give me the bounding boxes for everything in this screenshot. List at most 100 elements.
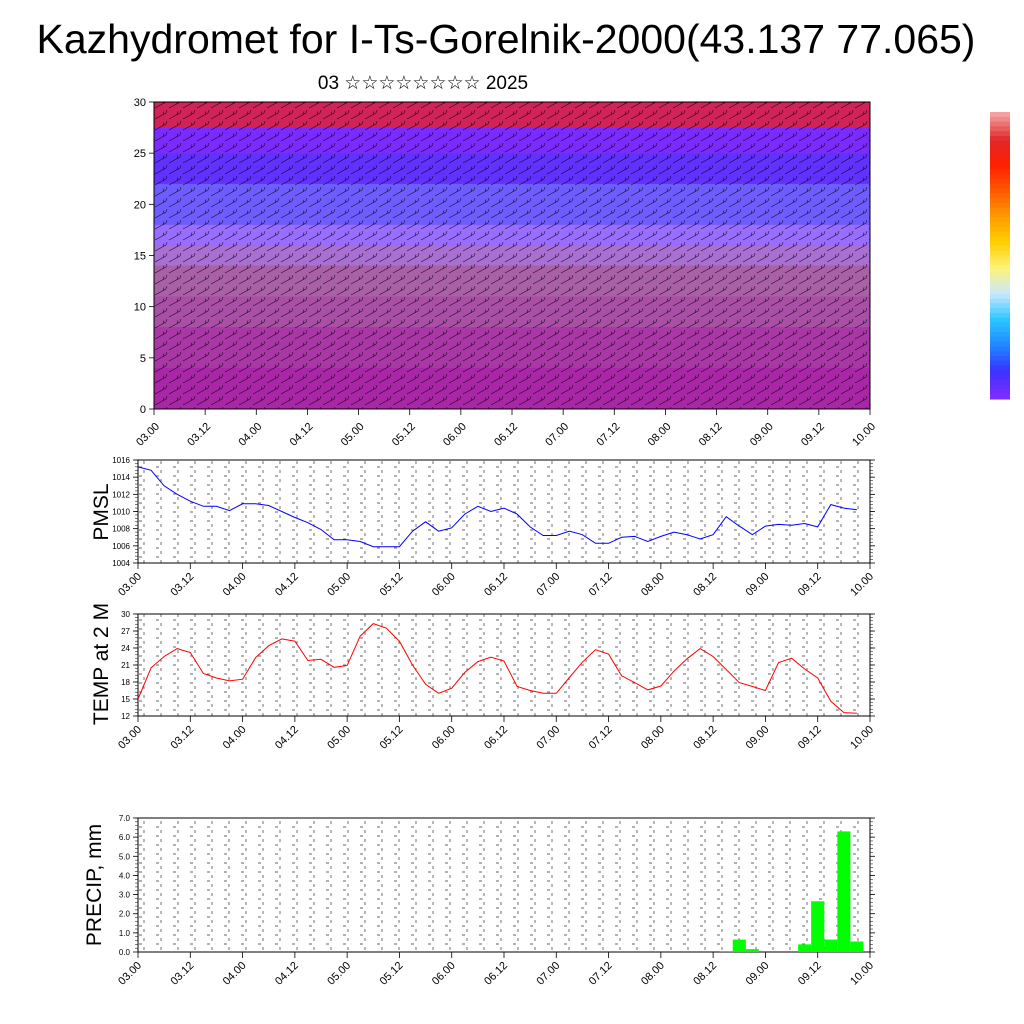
x-tick-label: 06.00 — [430, 724, 458, 752]
colorbar-swatch — [990, 222, 1010, 228]
colorbar-swatch — [990, 140, 1010, 146]
colorbar-swatch — [990, 174, 1010, 180]
colorbar-swatch — [990, 150, 1010, 156]
colorbar-swatch — [990, 317, 1010, 323]
x-tick-label: 04.12 — [288, 421, 316, 449]
grid-pattern — [138, 818, 870, 952]
y-tick-label: 20 — [134, 199, 146, 211]
precip-panel: 03.00 03.12 04.00 04.12 05.00 05.12 06.00 06.12… — [116, 814, 876, 988]
colorbar-swatch — [990, 279, 1010, 285]
y-tick-label: 1.0 — [119, 929, 131, 938]
y-tick-label: 25 — [134, 148, 146, 160]
x-tick-label: 08.00 — [646, 421, 674, 449]
precip-bar — [745, 949, 759, 952]
x-tick-label: 06.12 — [482, 571, 510, 599]
colorbar-swatch — [990, 365, 1010, 371]
colorbar-swatch — [990, 193, 1010, 199]
colorbar-swatch — [990, 351, 1010, 357]
x-tick-label: 10.00 — [850, 421, 878, 449]
colorbar-swatch — [990, 394, 1010, 400]
colorbar-swatch — [990, 293, 1010, 300]
x-tick-label: 03.00 — [116, 571, 144, 599]
x-tick-label: 08.00 — [639, 960, 667, 988]
x-tick-label: 10.00 — [848, 960, 876, 988]
x-tick-label: 09.12 — [796, 960, 824, 988]
x-tick-label: 07.00 — [534, 724, 562, 752]
colorbar-swatch — [990, 217, 1010, 223]
x-tick-label: 08.00 — [639, 724, 667, 752]
pmsl-series-line — [137, 466, 857, 548]
colorbar-swatch — [990, 112, 1010, 118]
x-tick-label: 10.00 — [848, 724, 876, 752]
colorbar-swatch — [990, 375, 1010, 381]
precip-bar — [811, 901, 825, 952]
y-tick-label: 21 — [121, 661, 130, 670]
y-tick-label: 5.0 — [119, 852, 131, 861]
y-tick-label: 30 — [134, 97, 146, 109]
y-tick-label: 1014 — [112, 473, 130, 482]
x-tick-label: 04.00 — [236, 421, 264, 449]
colorbar-swatch — [990, 346, 1010, 352]
colorbar-swatch — [990, 126, 1010, 132]
x-tick-label: 04.12 — [273, 960, 301, 988]
x-tick-label: 06.12 — [482, 724, 510, 752]
colorbar-swatch — [990, 288, 1010, 295]
colorbar-swatch — [990, 169, 1010, 175]
colorbar-swatch — [990, 327, 1010, 333]
colorbar-swatch — [990, 298, 1010, 304]
y-tick-label: 1010 — [112, 508, 130, 517]
colorbar-swatch — [990, 265, 1010, 271]
x-tick-label: 09.12 — [799, 421, 827, 449]
x-tick-label: 04.00 — [221, 571, 249, 599]
colorbar-swatch — [990, 159, 1010, 166]
x-tick-label: 03.12 — [185, 421, 213, 449]
x-tick-label: 05.00 — [325, 960, 353, 988]
precip-axis-label: PRECIP, mm — [83, 824, 106, 946]
colorbar-swatch — [990, 355, 1010, 362]
x-tick-label: 06.00 — [430, 571, 458, 599]
colorbar-swatch — [990, 389, 1010, 395]
y-tick-label: 24 — [121, 644, 130, 653]
colorbar-swatch — [990, 250, 1010, 256]
page-title: Kazhydromet for I-Ts-Gorelnik-2000(43.13… — [36, 16, 976, 62]
wind-barbs — [154, 102, 870, 409]
x-tick-label: 03.00 — [116, 724, 144, 752]
colorbar-swatch — [990, 332, 1010, 338]
x-tick-label: 05.12 — [378, 571, 406, 599]
colorbar-swatch — [990, 241, 1010, 247]
x-tick-label: 05.12 — [390, 421, 418, 449]
colorbar-swatch — [990, 322, 1010, 328]
x-tick-label: 06.00 — [430, 960, 458, 988]
x-tick-label: 09.00 — [744, 571, 772, 599]
colorbar-swatch — [990, 188, 1010, 194]
colorbar-swatch — [990, 145, 1010, 151]
colorbar-swatch — [990, 303, 1010, 309]
x-tick-label: 05.12 — [378, 724, 406, 752]
y-tick-label: 18 — [121, 678, 130, 687]
colorbar-swatch — [990, 202, 1010, 209]
y-tick-label: 2.0 — [119, 910, 131, 919]
x-tick-label: 09.12 — [796, 571, 824, 599]
precip-bar — [798, 944, 812, 952]
precip-bar — [850, 941, 864, 952]
colorbar-swatch — [990, 341, 1010, 347]
y-tick-label: 1016 — [112, 456, 130, 465]
color-legend — [990, 112, 1010, 400]
precip-bar — [732, 939, 746, 952]
y-tick-label: 1004 — [112, 559, 130, 568]
colorbar-swatch — [990, 231, 1010, 237]
colorbar-swatch — [990, 212, 1010, 218]
pmsl-axis-label: PMSL — [90, 483, 113, 540]
x-tick-label: 09.12 — [796, 724, 824, 752]
colorbar-swatch — [990, 198, 1010, 204]
colorbar-swatch — [990, 121, 1010, 127]
colorbar-swatch — [990, 226, 1010, 233]
colorbar-swatch — [990, 269, 1010, 276]
y-tick-label: 5 — [140, 353, 146, 365]
page-subtitle: 03 ☆☆☆☆☆☆☆☆ 2025 — [317, 73, 529, 94]
x-tick-label: 09.00 — [744, 724, 772, 752]
y-tick-label: 4.0 — [119, 871, 131, 880]
y-tick-label: 12 — [121, 712, 130, 721]
y-tick-label: 1008 — [112, 525, 130, 534]
